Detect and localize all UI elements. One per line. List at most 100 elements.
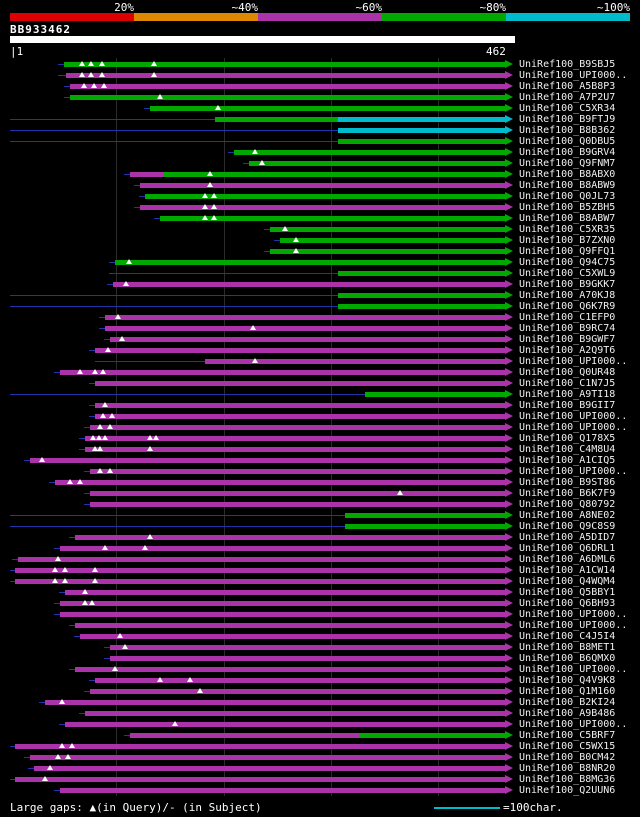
hsp-bar[interactable] bbox=[15, 744, 505, 749]
hit-link[interactable]: UniRef100_UPI000.. bbox=[519, 620, 628, 631]
hsp-bar[interactable] bbox=[130, 172, 163, 177]
hsp-bar[interactable] bbox=[60, 601, 505, 606]
hit-link[interactable]: UniRef100_B5ZBH5 bbox=[519, 202, 616, 213]
hit-link[interactable]: UniRef100_C5XWL9 bbox=[519, 268, 616, 279]
hsp-bar[interactable] bbox=[115, 260, 505, 265]
hit-link[interactable]: UniRef100_UPI000.. bbox=[519, 609, 628, 620]
hit-link[interactable]: UniRef100_B9GRV4 bbox=[519, 147, 616, 158]
hit-link[interactable]: UniRef100_B6QMX0 bbox=[519, 653, 616, 664]
hit-link[interactable]: UniRef100_Q4WQM4 bbox=[519, 576, 616, 587]
hit-link[interactable]: UniRef100_A2Q9T6 bbox=[519, 345, 616, 356]
hsp-bar[interactable] bbox=[80, 634, 505, 639]
hit-link[interactable]: UniRef100_Q0JL73 bbox=[519, 191, 616, 202]
hit-link[interactable]: UniRef100_Q9C8S9 bbox=[519, 521, 616, 532]
hsp-bar[interactable] bbox=[90, 469, 505, 474]
hsp-bar[interactable] bbox=[140, 183, 505, 188]
hit-link[interactable]: UniRef100_Q80792 bbox=[519, 499, 616, 510]
hsp-bar[interactable] bbox=[95, 348, 505, 353]
hit-link[interactable]: UniRef100_Q9FNM7 bbox=[519, 158, 616, 169]
hsp-bar[interactable] bbox=[60, 546, 505, 551]
hit-link[interactable]: UniRef100_Q2UUN6 bbox=[519, 785, 616, 796]
hit-link[interactable]: UniRef100_UPI000.. bbox=[519, 70, 628, 81]
hsp-bar[interactable] bbox=[18, 557, 505, 562]
hit-link[interactable]: UniRef100_B0CM42 bbox=[519, 752, 616, 763]
hit-link[interactable]: UniRef100_Q0UR48 bbox=[519, 367, 616, 378]
hsp-bar[interactable] bbox=[95, 678, 505, 683]
hit-link[interactable]: UniRef100_B8ABW7 bbox=[519, 213, 616, 224]
hit-link[interactable]: UniRef100_Q5BBY1 bbox=[519, 587, 616, 598]
hit-link[interactable]: UniRef100_A9TI18 bbox=[519, 389, 616, 400]
hsp-bar[interactable] bbox=[338, 128, 505, 133]
hit-link[interactable]: UniRef100_B8B362 bbox=[519, 125, 616, 136]
hsp-bar[interactable] bbox=[113, 282, 505, 287]
hsp-bar[interactable] bbox=[160, 216, 505, 221]
hit-link[interactable]: UniRef100_B8MET1 bbox=[519, 642, 616, 653]
hsp-bar[interactable] bbox=[110, 656, 505, 661]
hsp-bar[interactable] bbox=[140, 205, 505, 210]
hsp-bar[interactable] bbox=[55, 480, 505, 485]
hsp-bar[interactable] bbox=[234, 150, 505, 155]
hsp-bar[interactable] bbox=[75, 667, 505, 672]
hit-link[interactable]: UniRef100_B9RC74 bbox=[519, 323, 616, 334]
hit-link[interactable]: UniRef100_UPI000.. bbox=[519, 422, 628, 433]
hsp-bar[interactable] bbox=[85, 436, 505, 441]
hit-link[interactable]: UniRef100_Q9FFQ1 bbox=[519, 246, 616, 257]
hsp-bar[interactable] bbox=[90, 425, 505, 430]
hit-link[interactable]: UniRef100_B6K7F9 bbox=[519, 488, 616, 499]
hsp-bar[interactable] bbox=[338, 293, 505, 298]
hit-link[interactable]: UniRef100_C4M8U4 bbox=[519, 444, 616, 455]
hsp-bar[interactable] bbox=[70, 95, 505, 100]
hsp-bar[interactable] bbox=[110, 337, 505, 342]
hsp-bar[interactable] bbox=[145, 194, 505, 199]
hit-link[interactable]: UniRef100_B9GWF7 bbox=[519, 334, 616, 345]
hsp-bar[interactable] bbox=[345, 524, 505, 529]
hit-link[interactable]: UniRef100_C5XR35 bbox=[519, 224, 616, 235]
hsp-bar[interactable] bbox=[60, 612, 505, 617]
hsp-bar[interactable] bbox=[64, 62, 505, 67]
hsp-bar[interactable] bbox=[205, 359, 505, 364]
hsp-bar[interactable] bbox=[130, 733, 360, 738]
hsp-bar[interactable] bbox=[30, 755, 505, 760]
hit-link[interactable]: UniRef100_Q0DBU5 bbox=[519, 136, 616, 147]
hsp-bar[interactable] bbox=[110, 645, 505, 650]
hsp-bar[interactable] bbox=[90, 689, 505, 694]
hit-link[interactable]: UniRef100_B2KI24 bbox=[519, 697, 616, 708]
hsp-bar[interactable] bbox=[85, 711, 505, 716]
hit-link[interactable]: UniRef100_A5DID7 bbox=[519, 532, 616, 543]
hit-link[interactable]: UniRef100_A1CIQ5 bbox=[519, 455, 616, 466]
hsp-bar[interactable] bbox=[85, 447, 505, 452]
hit-link[interactable]: UniRef100_A6DML6 bbox=[519, 554, 616, 565]
hit-link[interactable]: UniRef100_Q6K7R9 bbox=[519, 301, 616, 312]
hsp-bar[interactable] bbox=[270, 227, 505, 232]
hit-link[interactable]: UniRef100_C5BRF7 bbox=[519, 730, 616, 741]
hsp-bar[interactable] bbox=[65, 590, 505, 595]
hsp-bar[interactable] bbox=[75, 623, 505, 628]
hsp-bar[interactable] bbox=[270, 249, 505, 254]
hsp-bar[interactable] bbox=[338, 271, 505, 276]
hsp-bar[interactable] bbox=[338, 117, 505, 122]
hit-link[interactable]: UniRef100_B9FTJ9 bbox=[519, 114, 616, 125]
hit-link[interactable]: UniRef100_C1N7J5 bbox=[519, 378, 616, 389]
hsp-bar[interactable] bbox=[150, 106, 505, 111]
hit-link[interactable]: UniRef100_A8NE02 bbox=[519, 510, 616, 521]
hit-link[interactable]: UniRef100_B8NR20 bbox=[519, 763, 616, 774]
hsp-bar[interactable] bbox=[249, 161, 505, 166]
hsp-bar[interactable] bbox=[34, 766, 505, 771]
hsp-bar[interactable] bbox=[45, 700, 505, 705]
hsp-bar[interactable] bbox=[15, 568, 505, 573]
hsp-bar[interactable] bbox=[60, 370, 505, 375]
hsp-bar[interactable] bbox=[30, 458, 505, 463]
hit-link[interactable]: UniRef100_B9GKK7 bbox=[519, 279, 616, 290]
hit-link[interactable]: UniRef100_Q4V9K8 bbox=[519, 675, 616, 686]
hsp-bar[interactable] bbox=[365, 392, 505, 397]
hsp-bar[interactable] bbox=[105, 326, 505, 331]
hit-link[interactable]: UniRef100_A70KJ8 bbox=[519, 290, 616, 301]
hit-link[interactable]: UniRef100_B8ABX0 bbox=[519, 169, 616, 180]
hit-link[interactable]: UniRef100_A9B486 bbox=[519, 708, 616, 719]
hsp-bar[interactable] bbox=[95, 403, 505, 408]
hit-link[interactable]: UniRef100_A5B8P3 bbox=[519, 81, 616, 92]
hsp-bar[interactable] bbox=[360, 733, 505, 738]
hit-link[interactable]: UniRef100_B8MG36 bbox=[519, 774, 616, 785]
hit-link[interactable]: UniRef100_Q178X5 bbox=[519, 433, 616, 444]
hit-link[interactable]: UniRef100_B7ZXN0 bbox=[519, 235, 616, 246]
